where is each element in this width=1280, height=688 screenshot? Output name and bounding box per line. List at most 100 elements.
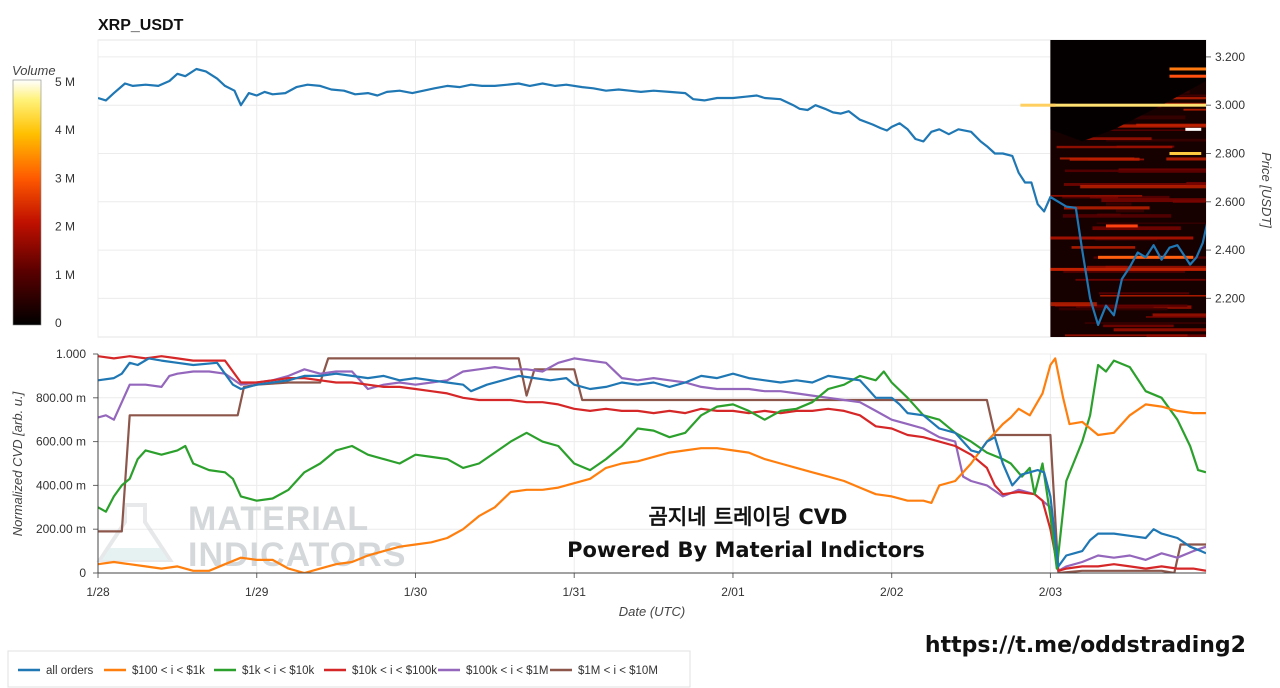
price-y-tick-label: 2.600 (1215, 195, 1245, 209)
watermark-flask-icon (96, 503, 174, 562)
price-panel: 3.200 3.000 2.800 2.600 2.400 2.200 Price [US… (97, 39, 1274, 338)
colorbar-tick-label: 1 M (55, 268, 75, 282)
cvd-x-tick-label: 1/31 (563, 585, 587, 599)
heatmap-band (1100, 294, 1206, 297)
heatmap-band (1105, 265, 1206, 269)
legend-label: all orders (46, 665, 94, 677)
cvd-x-label: Date (UTC) (619, 604, 685, 619)
cvd-line (98, 357, 1206, 573)
heatmap-band (1050, 194, 1143, 197)
heatmap-band (1166, 157, 1206, 161)
cvd-x-tick-label: 1/29 (245, 585, 269, 599)
legend-label: $10k < i < $100k (352, 665, 437, 677)
cvd-line (98, 355, 1206, 572)
cvd-x-tick-label: 1/28 (86, 585, 110, 599)
colorbar-tick-label: 5 M (55, 75, 75, 89)
cvd-panel: MATERIAL INDICATORS 1.000 800.00 m 600.00 … (10, 347, 1207, 619)
cvd-y-ticks: 1.000 800.00 m 600.00 m 400.00 m 200.00 m 0 (36, 347, 99, 580)
legend-label: $100 < i < $1k (132, 665, 205, 677)
legend-label: $1k < i < $10k (242, 665, 314, 677)
heatmap-band (1069, 157, 1140, 161)
watermark-line1: MATERIAL (188, 500, 369, 538)
heatmap-band (1064, 169, 1206, 173)
cvd-series (98, 355, 1206, 573)
cvd-y-tick-label: 0 (79, 566, 86, 580)
cvd-x-tick-label: 2/03 (1039, 585, 1063, 599)
legend-label: $100k < i < $1M (466, 665, 548, 677)
heatmap-band (1106, 138, 1206, 142)
colorbar-tick-label: 2 M (55, 220, 75, 234)
heatmap-empty-zone (1050, 40, 1206, 142)
heatmap-band (1063, 270, 1185, 273)
heatmap-band (1063, 183, 1206, 186)
colorbar-title: Volume (12, 63, 56, 78)
heatmap-band (1145, 316, 1206, 318)
heatmap-band (1092, 226, 1181, 231)
legend: all orders $100 < i < $1k $1k < i < $10k $1… (7, 650, 691, 688)
heatmap-band (1136, 123, 1206, 127)
price-y-tick-label: 3.200 (1215, 50, 1245, 64)
cvd-line (98, 359, 1206, 570)
heatmap-bright-band (1050, 236, 1194, 240)
heatmap-band (1077, 137, 1152, 141)
heatmap-bright-band (1169, 151, 1202, 155)
colorbar-tick-label: 0 (55, 316, 62, 330)
heatmap-band (1096, 222, 1206, 224)
heatmap-band (1071, 246, 1136, 249)
heatmap-band (1063, 214, 1172, 218)
cvd-y-tick-label: 200.00 m (36, 522, 86, 536)
heatmap-band (1105, 202, 1132, 206)
colorbar-tick-label: 3 M (55, 171, 75, 185)
annotation-title: 곰지네 트레이딩 CVD (649, 505, 848, 529)
heatmap-bright-band (1105, 224, 1138, 228)
price-line (98, 67, 1206, 326)
legend-label: $1M < i < $10M (578, 665, 658, 677)
heatmap-band (1080, 185, 1206, 189)
heatmap-band (1186, 181, 1206, 186)
cvd-line (98, 357, 1206, 568)
cvd-x-tick-label: 1/30 (404, 585, 428, 599)
heatmap-bright-band (1050, 103, 1206, 107)
price-y-label: Price [USDT] (1259, 152, 1274, 228)
colorbar-tick-label: 4 M (55, 123, 75, 137)
heatmap-band (1059, 307, 1168, 311)
colorbar (12, 79, 42, 326)
price-y-tick-label: 3.000 (1215, 98, 1245, 112)
heatmap-band (1056, 145, 1173, 149)
cvd-x-ticks: 1/28 1/29 1/30 1/31 2/01 2/02 2/03 (86, 572, 1206, 599)
colorbar-ticks: 5 M 4 M 3 M 2 M 1 M 0 (55, 75, 75, 330)
heatmap-band (1098, 292, 1190, 295)
cvd-x-tick-label: 2/01 (721, 585, 745, 599)
heatmap-band (1064, 334, 1188, 337)
price-plot-area (97, 39, 1207, 338)
heatmap-bright-band (1185, 127, 1202, 131)
chart-title: XRP_USDT (98, 17, 184, 34)
watermark: MATERIAL INDICATORS (96, 500, 405, 574)
cvd-line (98, 357, 1206, 573)
heatmap-band (1183, 108, 1206, 111)
heatmap-band (1152, 313, 1206, 317)
heatmap-band (1115, 209, 1145, 213)
heatmap-band (1055, 304, 1188, 308)
heatmap-band (1108, 129, 1192, 131)
price-y-tick-label: 2.400 (1215, 243, 1245, 257)
orderbook-heatmap (1020, 40, 1206, 337)
cvd-y-tick-label: 1.000 (56, 347, 86, 361)
cvd-y-tick-label: 400.00 m (36, 478, 86, 492)
heatmap-band (1050, 302, 1097, 307)
cvd-y-label: Normalized CVD [arb. u.] (10, 391, 25, 536)
cvd-y-tick-label: 800.00 m (36, 391, 86, 405)
heatmap-bright-band (1169, 74, 1206, 78)
telegram-link[interactable]: https://t.me/oddstrading2 (925, 633, 1246, 658)
cvd-x-tick-label: 2/02 (880, 585, 904, 599)
heatmap-band (1103, 324, 1174, 328)
price-y-tick-label: 2.200 (1215, 291, 1245, 305)
cvd-plot-area (97, 353, 1207, 574)
heatmap-band (1075, 278, 1206, 281)
heatmap-band (1063, 206, 1150, 210)
price-series (98, 67, 1206, 326)
heatmap-band (1101, 198, 1206, 203)
annotation-subtitle: Powered By Material Indictors (567, 538, 925, 562)
heatmap-band (1084, 322, 1206, 325)
